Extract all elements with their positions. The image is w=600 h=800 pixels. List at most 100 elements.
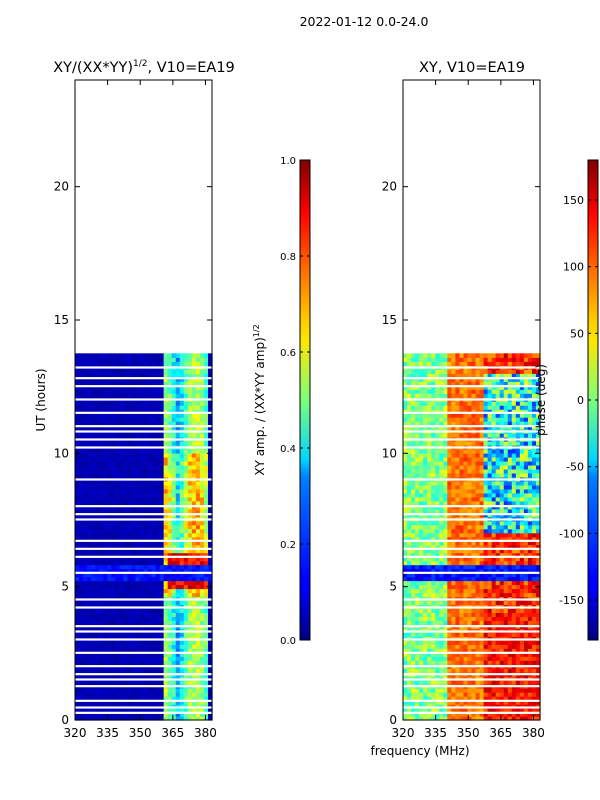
heat-cell	[119, 592, 124, 598]
heat-cell	[115, 425, 120, 430]
heat-cell	[107, 441, 112, 446]
heat-cell	[99, 520, 104, 526]
heat-cell	[171, 385, 177, 390]
heat-cell	[187, 700, 193, 705]
heat-cell	[519, 652, 525, 657]
heat-cell	[123, 373, 128, 378]
heat-cell	[179, 524, 185, 530]
heat-cell	[147, 692, 153, 697]
heat-cell	[115, 373, 120, 378]
heat-cell	[163, 692, 169, 697]
heat-cell	[167, 377, 173, 382]
heat-cell	[207, 492, 213, 498]
heat-cell	[443, 608, 448, 613]
heat-cell	[411, 692, 416, 697]
heat-cell	[131, 716, 137, 721]
heat-cell	[111, 696, 116, 701]
heat-cell	[155, 441, 161, 446]
heat-cell	[99, 616, 104, 621]
heat-cell	[431, 548, 436, 554]
heat-cell	[139, 472, 145, 478]
heat-cell	[143, 373, 149, 378]
heat-cell	[143, 484, 149, 490]
heat-cell	[503, 708, 509, 713]
heat-cell	[143, 652, 149, 657]
heat-cell	[155, 425, 161, 430]
heat-cell	[447, 656, 452, 661]
heat-cell	[167, 460, 173, 466]
heat-cell	[447, 568, 452, 574]
heat-cell	[123, 369, 128, 374]
heat-cell	[167, 409, 173, 414]
heat-cell	[471, 616, 477, 621]
heat-cell	[159, 425, 165, 430]
heat-cell	[79, 472, 84, 478]
heat-cell	[151, 696, 157, 701]
heat-cell	[103, 357, 108, 362]
heat-cell	[435, 520, 440, 526]
heat-cell	[103, 540, 108, 546]
heat-cell	[411, 612, 416, 617]
heat-cell	[515, 600, 521, 606]
heat-cell	[459, 696, 465, 701]
heat-cell	[403, 612, 408, 617]
heat-cell	[483, 600, 489, 606]
heat-cell	[139, 540, 145, 546]
heat-cell	[155, 389, 161, 394]
heat-cell	[135, 472, 141, 478]
heat-cell	[139, 580, 145, 586]
heat-cell	[483, 572, 489, 578]
heat-cell	[499, 544, 505, 550]
heat-cell	[151, 540, 157, 546]
heat-cell	[507, 680, 513, 685]
heat-cell	[451, 556, 456, 562]
heat-cell	[523, 704, 529, 709]
heat-cell	[459, 592, 465, 598]
heat-cell	[199, 433, 205, 438]
heat-cell	[143, 644, 149, 649]
heat-cell	[91, 357, 96, 362]
heat-cell	[147, 704, 153, 709]
heat-cell	[175, 716, 181, 721]
heat-cell	[443, 656, 448, 661]
heat-cell	[107, 456, 112, 462]
heat-cell	[535, 716, 541, 721]
heat-cell	[143, 572, 149, 578]
amplitude-colorbar-bar	[299, 159, 311, 641]
heat-cell	[203, 417, 209, 422]
heat-cell	[139, 584, 145, 590]
heat-cell	[487, 616, 493, 621]
heat-cell	[151, 552, 157, 558]
heat-cell	[179, 373, 185, 378]
heat-cell	[135, 421, 141, 426]
heat-cell	[183, 648, 189, 653]
heat-cell	[447, 660, 452, 665]
heat-cell	[195, 716, 201, 721]
heat-cell	[79, 556, 84, 562]
heat-cell	[207, 572, 213, 578]
heat-cell	[179, 716, 185, 721]
heat-cell	[183, 357, 189, 362]
heat-cell	[103, 712, 108, 717]
heat-cell	[515, 548, 521, 554]
heat-cell	[207, 600, 213, 606]
heat-cell	[119, 448, 124, 454]
heat-cell	[87, 433, 92, 438]
heat-cell	[491, 696, 497, 701]
heat-cell	[195, 704, 201, 709]
heat-cell	[167, 413, 173, 418]
heat-cell	[119, 680, 124, 685]
heat-cell	[91, 544, 96, 550]
heat-cell	[479, 564, 485, 570]
heat-cell	[159, 421, 165, 426]
heat-cell	[451, 644, 456, 649]
heat-cell	[419, 608, 424, 613]
heat-cell	[91, 612, 96, 617]
heat-cell	[483, 528, 489, 534]
heat-cell	[503, 588, 509, 594]
heat-cell	[151, 640, 157, 645]
heat-cell	[411, 700, 416, 705]
heat-cell	[119, 496, 124, 502]
heat-cell	[135, 572, 141, 578]
heat-cell	[131, 584, 137, 590]
